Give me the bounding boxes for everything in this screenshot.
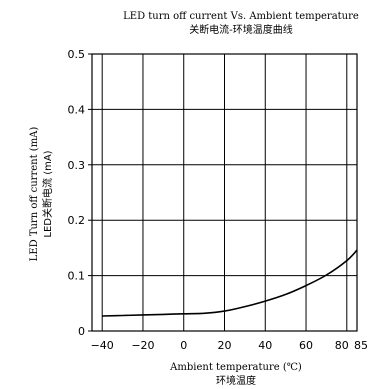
- y-tick-label: 0.5: [68, 48, 86, 61]
- plot-frame: [91, 53, 358, 332]
- x-tick-label: 60: [299, 339, 313, 352]
- x-tick-label: 20: [218, 339, 232, 352]
- y-tick-label: 0.2: [68, 214, 86, 227]
- y-axis-label-cn: LED关断电流 (mA): [41, 150, 54, 237]
- y-tick-label: 0.1: [68, 270, 86, 283]
- x-tick-label: −20: [131, 339, 154, 352]
- y-axis-label: LED Turn off current (mA): [29, 127, 40, 262]
- x-tick-label: 85: [354, 339, 368, 352]
- y-tick-label: 0.4: [68, 103, 86, 116]
- series-line: [102, 249, 358, 317]
- chart-title: LED turn off current Vs. Ambient tempera…: [123, 11, 359, 22]
- x-tick-label: −40: [91, 339, 114, 352]
- x-tick-label: 80: [335, 339, 349, 352]
- chart-subtitle: 关断电流-环境温度曲线: [189, 23, 293, 36]
- x-axis-label: Ambient temperature (℃): [169, 362, 302, 373]
- x-axis-ticks: −40 −20 0 20 40 60 80 85: [91, 339, 368, 352]
- x-tick-label: 40: [258, 339, 272, 352]
- y-axis-ticks: 0 0.1 0.2 0.3 0.4 0.5: [68, 48, 92, 338]
- grid: [92, 53, 358, 332]
- y-tick-label: 0: [78, 325, 85, 338]
- x-axis-label-cn: 环境温度: [216, 374, 256, 387]
- y-tick-label: 0.3: [68, 159, 86, 172]
- x-tick-label: 0: [180, 339, 187, 352]
